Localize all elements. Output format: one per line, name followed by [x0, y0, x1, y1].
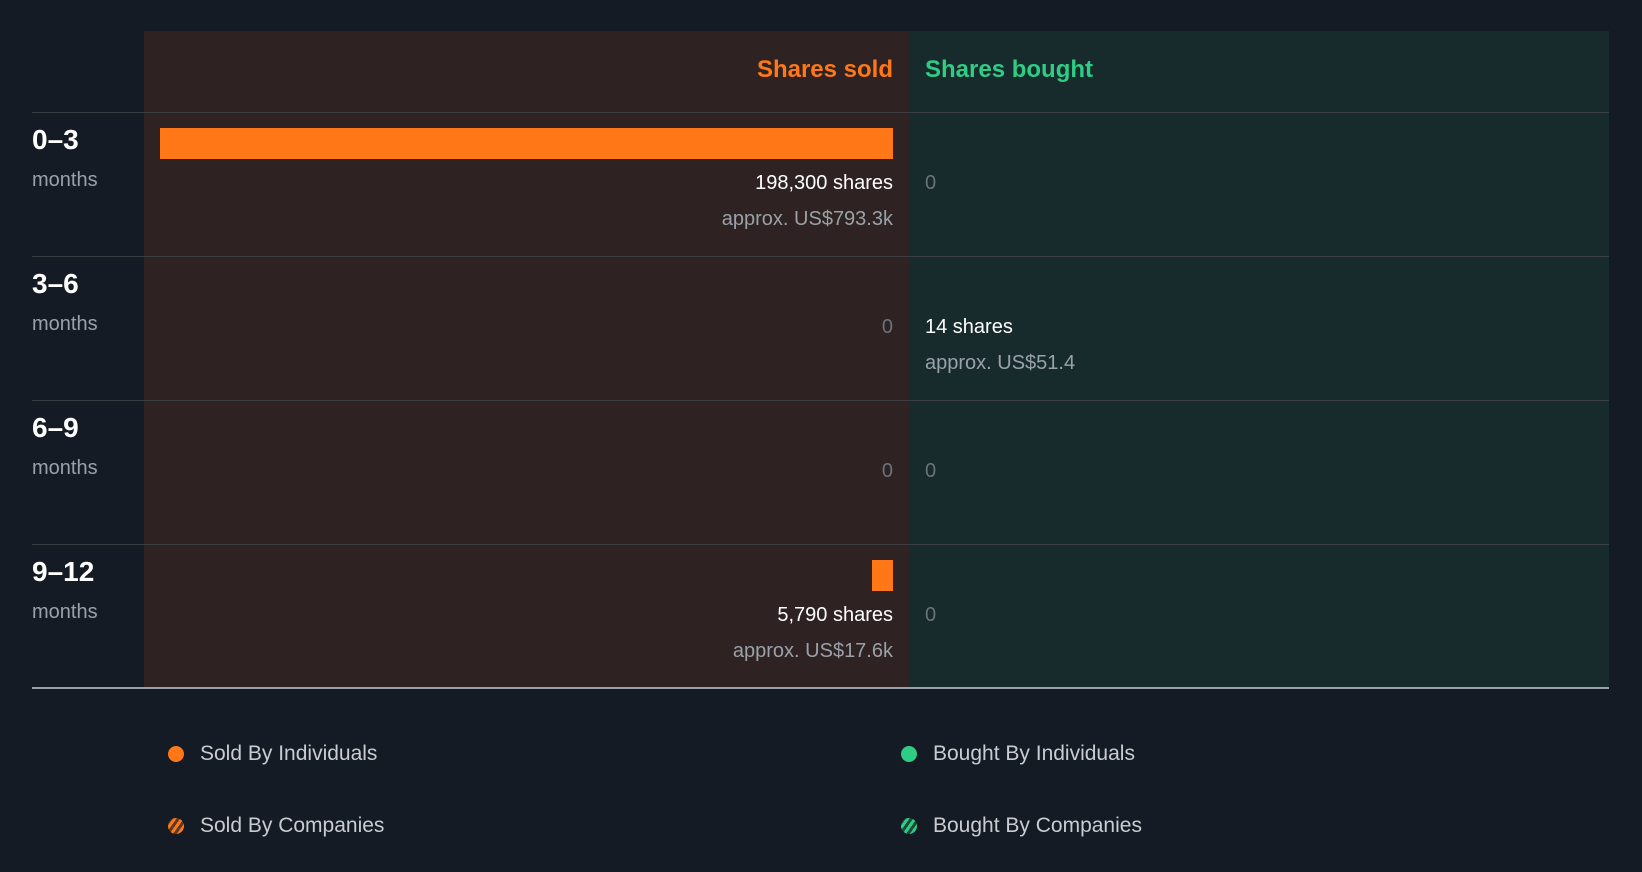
sold-zero: 0 — [881, 316, 893, 338]
period-label: 9–12 — [32, 556, 95, 587]
row-separator — [32, 256, 1609, 257]
period-label: 0–3 — [32, 124, 79, 155]
baseline — [32, 687, 1609, 689]
sold-zero: 0 — [881, 460, 893, 482]
table-row: 9–12 months 5,790 shares approx. US$17.6k 0 — [0, 544, 1642, 688]
period-label: 6–9 — [32, 412, 79, 443]
legend-label: Sold By Companies — [200, 814, 385, 837]
legend-label: Bought By Companies — [933, 814, 1142, 837]
sold-shares: 5,790 shares — [777, 604, 893, 626]
sold-approx-value: approx. US$793.3k — [721, 208, 893, 230]
legend-sold-individuals: Sold By Individuals — [168, 742, 377, 766]
green-dot-icon — [901, 746, 917, 762]
legend-sold-companies: Sold By Companies — [168, 814, 384, 838]
sold-bar — [160, 128, 893, 159]
orange-striped-dot-icon — [168, 818, 184, 834]
legend-label: Sold By Individuals — [200, 742, 378, 765]
period-unit: months — [32, 169, 98, 191]
bought-column-background — [909, 31, 1609, 687]
bought-zero: 0 — [925, 460, 937, 482]
period-unit: months — [32, 457, 98, 479]
green-striped-dot-icon — [901, 818, 917, 834]
legend-label: Bought By Individuals — [933, 742, 1135, 765]
period-unit: months — [32, 313, 98, 335]
sold-approx-value: approx. US$17.6k — [732, 640, 893, 662]
shares-sold-header: Shares sold — [756, 56, 893, 83]
bought-zero: 0 — [925, 172, 937, 194]
row-separator — [32, 544, 1609, 545]
table-row: 3–6 months 0 14 shares approx. US$51.4 — [0, 256, 1642, 400]
period-unit: months — [32, 601, 98, 623]
orange-dot-icon — [168, 746, 184, 762]
period-label: 3–6 — [32, 268, 79, 299]
legend-bought-companies: Bought By Companies — [901, 814, 1142, 838]
table-row: 6–9 months 0 0 — [0, 400, 1642, 544]
sold-bar — [871, 560, 893, 591]
bought-zero: 0 — [925, 604, 937, 626]
bought-approx-value: approx. US$51.4 — [925, 352, 1076, 374]
row-separator — [32, 400, 1609, 401]
row-separator — [32, 112, 1609, 113]
legend-bought-individuals: Bought By Individuals — [901, 742, 1135, 766]
shares-bought-header: Shares bought — [925, 56, 1094, 83]
bought-shares: 14 shares — [925, 316, 1013, 338]
sold-shares: 198,300 shares — [755, 172, 893, 194]
table-row: 0–3 months 198,300 shares approx. US$793.3k… — [0, 112, 1642, 256]
